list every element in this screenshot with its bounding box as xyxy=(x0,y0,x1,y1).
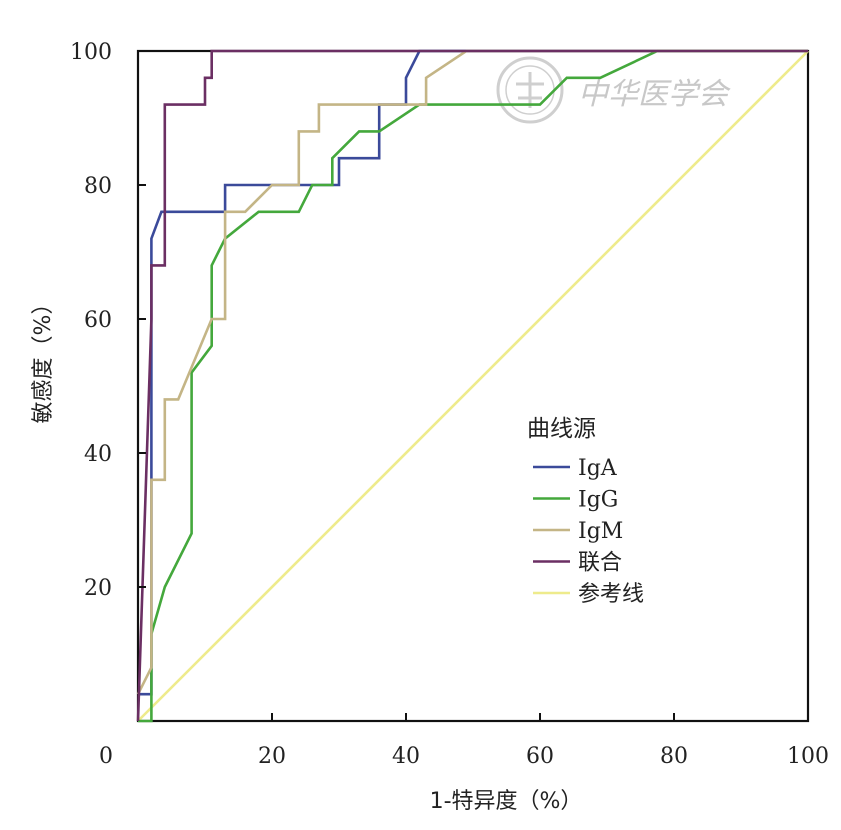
series-line-1 xyxy=(138,49,808,723)
legend-title: 曲线源 xyxy=(527,416,596,442)
series-line-2 xyxy=(136,49,808,695)
y-tick-label: 60 xyxy=(84,308,112,333)
legend-label: IgG xyxy=(578,488,618,513)
x-tick-label: 40 xyxy=(392,744,420,769)
watermark-text: 中华医学会 xyxy=(578,77,731,112)
x-tick-label: 20 xyxy=(258,744,286,769)
watermark: 中华医学会 xyxy=(496,56,731,124)
y-tick-label: 100 xyxy=(70,40,112,65)
legend-label: IgA xyxy=(578,456,618,481)
y-tick-label: 80 xyxy=(84,174,112,199)
x-tick-label: 0 xyxy=(99,744,113,769)
y-axis-title: 敏感度（%） xyxy=(31,293,56,424)
y-tick-labels: 20 40 60 80 100 xyxy=(70,40,146,601)
legend-label: IgM xyxy=(578,519,623,544)
legend-label: 联合 xyxy=(578,551,622,576)
series-line-4 xyxy=(137,50,809,722)
series-layer xyxy=(136,49,809,723)
watermark-seal-icon xyxy=(496,56,564,124)
series-line-0 xyxy=(138,49,808,696)
x-tick-label: 80 xyxy=(660,744,688,769)
legend-label: 参考线 xyxy=(578,582,644,607)
x-tick-labels: 0 20 40 60 80 100 xyxy=(99,713,829,769)
y-tick-label: 20 xyxy=(84,576,112,601)
x-tick-label: 100 xyxy=(787,744,829,769)
series-line-3 xyxy=(136,49,808,722)
x-tick-label: 60 xyxy=(526,744,554,769)
y-tick-label: 40 xyxy=(84,442,112,467)
x-axis-title: 1-特异度（%） xyxy=(430,789,583,814)
